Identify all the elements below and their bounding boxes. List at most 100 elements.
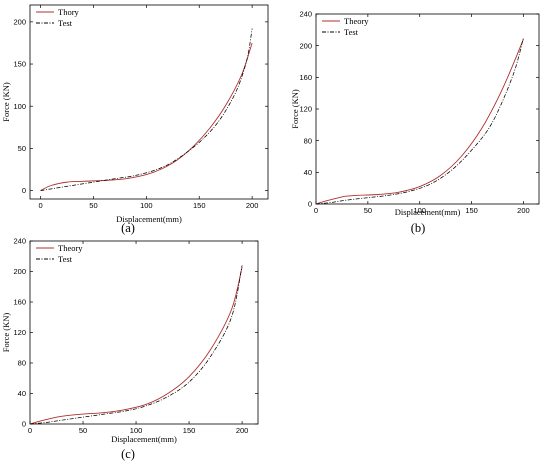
data-point-test	[367, 197, 368, 198]
data-point-test	[72, 185, 73, 186]
y-tick-label: 80	[18, 359, 26, 368]
data-point-thory	[252, 42, 253, 43]
data-point-theory	[440, 175, 441, 176]
data-point-thory	[51, 185, 52, 186]
data-point-theory	[125, 409, 126, 410]
legend-label: Test	[58, 254, 73, 264]
y-tick-label: 200	[13, 267, 26, 276]
data-point-test	[429, 184, 430, 185]
y-tick-label: 160	[299, 73, 312, 82]
x-tick-label: 0	[38, 201, 42, 210]
data-point-thory	[225, 105, 226, 106]
data-point-thory	[125, 178, 126, 179]
data-point-thory	[66, 182, 67, 183]
y-axis-title: Force (KN)	[290, 89, 300, 129]
x-tick-label: 50	[79, 426, 87, 435]
panel-label: (a)	[121, 221, 135, 235]
data-point-theory	[188, 376, 189, 377]
x-tick-label: 200	[236, 426, 249, 435]
data-point-test	[135, 175, 136, 176]
data-point-theory	[231, 309, 232, 310]
y-tick-label: 150	[13, 60, 26, 69]
data-point-theory	[210, 349, 211, 350]
plot-frame	[29, 240, 259, 425]
data-point-theory	[378, 194, 379, 195]
x-tick-label: 150	[183, 426, 196, 435]
data-point-test	[241, 265, 242, 266]
x-tick-label: 150	[465, 206, 478, 215]
data-point-theory	[167, 393, 168, 394]
series-line-thory	[40, 42, 253, 191]
y-tick-label: 0	[22, 186, 26, 195]
data-point-test	[204, 137, 205, 138]
data-point-theory	[40, 420, 41, 421]
data-point-theory	[341, 196, 342, 197]
panel-label: (b)	[411, 221, 426, 235]
y-tick-label: 120	[299, 105, 312, 114]
data-point-theory	[67, 415, 68, 416]
chart-panel-a: 0 50 100 150 200 0 50 100 150 200 Displacement(mm)…	[1, 4, 269, 235]
chart-panel-b: 0 50 100 150 200 0 40 80 120 160 200 240 Displacemen…	[290, 10, 540, 235]
y-tick-label: 200	[13, 17, 26, 26]
data-point-test	[220, 118, 221, 119]
chart-panel-c: 0 50 100 150 200 0 40 80 120 160 200 240 Displacemen…	[1, 237, 259, 461]
y-tick-label: 0	[308, 200, 312, 209]
data-point-test	[93, 182, 94, 183]
data-point-test	[188, 381, 189, 382]
legend-label: Theory	[58, 243, 83, 253]
y-tick-label: 240	[13, 237, 26, 246]
data-point-test	[167, 396, 168, 397]
data-point-test	[40, 190, 41, 191]
data-point-theory	[326, 200, 327, 201]
data-point-theory	[461, 156, 462, 157]
data-point-test	[45, 422, 46, 423]
y-tick-label: 0	[22, 420, 26, 429]
data-point-theory	[357, 195, 358, 196]
legend-label: Theory	[344, 16, 369, 26]
data-point-theory	[82, 413, 83, 414]
data-point-test	[450, 170, 451, 171]
data-point-test	[231, 317, 232, 318]
data-point-test	[471, 150, 472, 151]
x-tick-label: 0	[28, 426, 32, 435]
data-point-thory	[146, 174, 147, 175]
y-axis-title: Force (KN)	[1, 313, 11, 353]
data-point-theory	[104, 412, 105, 413]
y-tick-label: 120	[13, 328, 26, 337]
x-axis-title: Displacement(mm)	[395, 207, 461, 217]
x-tick-label: 50	[89, 201, 97, 210]
data-point-test	[114, 178, 115, 179]
data-point-test	[246, 59, 247, 60]
data-point-thory	[82, 181, 83, 182]
series-line-test	[30, 265, 243, 424]
data-point-thory	[162, 168, 163, 169]
y-tick-label: 240	[299, 10, 312, 19]
y-tick-label: 50	[18, 144, 26, 153]
series-line-theory	[316, 39, 524, 204]
plot-frame	[315, 13, 540, 205]
x-tick-label: 100	[130, 426, 143, 435]
x-tick-label: 200	[517, 206, 530, 215]
legend-label: Test	[344, 27, 359, 37]
data-point-theory	[419, 186, 420, 187]
data-point-test	[252, 28, 253, 29]
x-tick-label: 150	[193, 201, 206, 210]
data-point-test	[409, 191, 410, 192]
data-point-test	[82, 417, 83, 418]
data-point-thory	[209, 128, 210, 129]
series-line-test	[316, 37, 524, 204]
x-tick-label: 200	[246, 201, 259, 210]
data-point-test	[523, 37, 524, 38]
data-point-test	[210, 356, 211, 357]
data-point-test	[29, 423, 30, 424]
x-tick-label: 100	[413, 206, 426, 215]
data-point-test	[61, 420, 62, 421]
x-tick-label: 50	[364, 206, 372, 215]
x-tick-label: 0	[314, 206, 318, 215]
plot-frame	[29, 4, 269, 200]
y-axis-title: Force (KN)	[1, 82, 11, 122]
data-point-test	[236, 90, 237, 91]
data-point-test	[492, 122, 493, 123]
y-tick-label: 100	[13, 102, 26, 111]
